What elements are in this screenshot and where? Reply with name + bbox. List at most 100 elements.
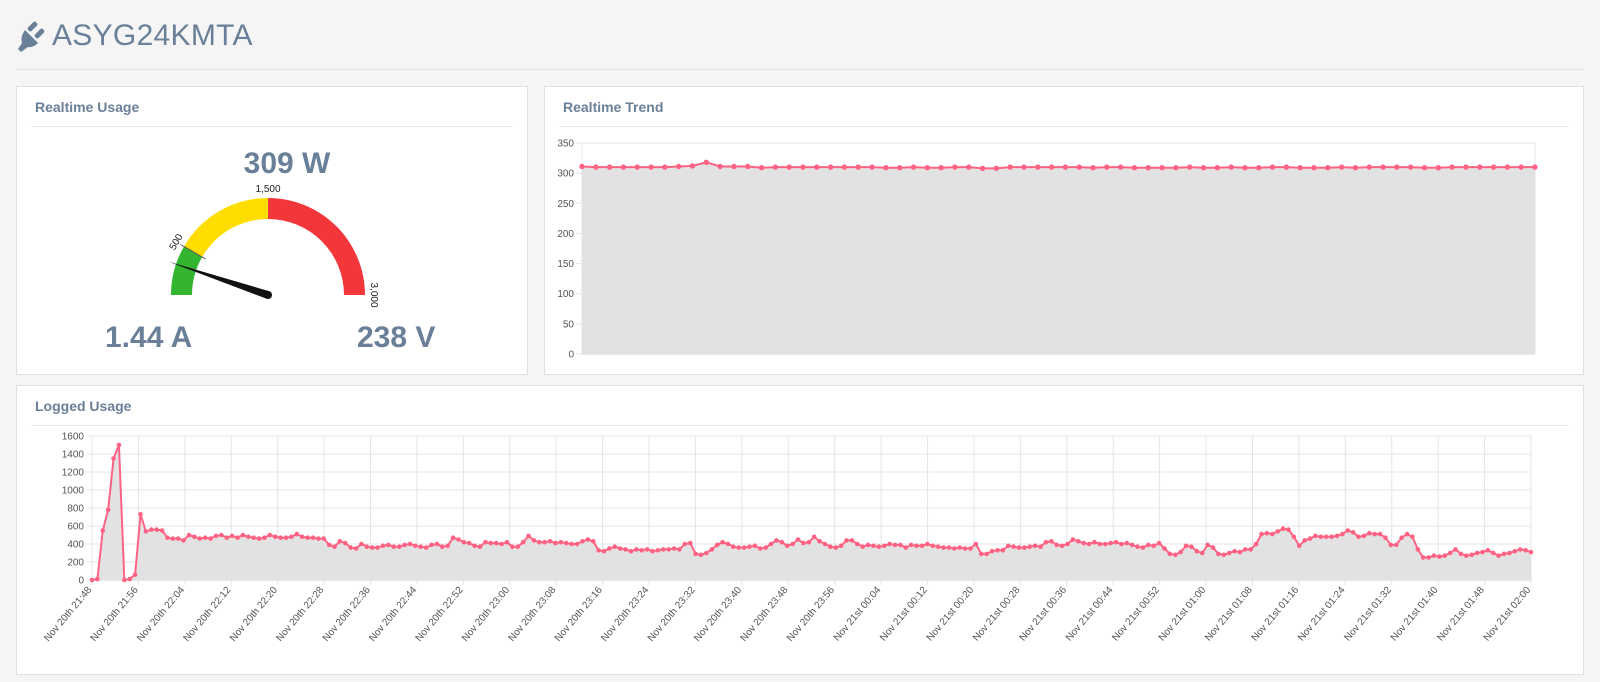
data-point (278, 535, 283, 540)
data-point (1035, 164, 1041, 170)
data-point (731, 163, 737, 170)
data-point (256, 536, 262, 541)
data-point (952, 164, 958, 170)
data-point (1022, 545, 1027, 550)
x-tick-label: Nov 20th 21:56 (89, 585, 141, 644)
data-point (574, 541, 580, 547)
data-point (1394, 164, 1400, 170)
data-point (995, 548, 1000, 553)
data-point (747, 544, 752, 549)
data-point (1146, 542, 1151, 548)
realtime-trend-panel: Realtime Trend 350 300 250 200 150 100 50 0 (544, 86, 1584, 375)
power-readout: 309 W (243, 147, 331, 180)
data-point (369, 545, 375, 550)
data-point (1523, 548, 1528, 553)
realtime-trend-chart: 350 300 250 200 150 100 50 0 (557, 139, 1538, 361)
data-point (966, 164, 972, 170)
data-point (1102, 541, 1108, 547)
data-point (579, 163, 585, 170)
data-point (725, 541, 731, 547)
data-point (1076, 164, 1082, 170)
data-point (779, 539, 785, 545)
data-point (617, 546, 623, 551)
x-tick-label: Nov 20th 23:00 (460, 585, 512, 644)
data-point (1380, 164, 1386, 170)
x-tick-label: Nov 21st 00:20 (925, 585, 977, 644)
series-area (582, 162, 1535, 354)
data-point (703, 159, 710, 165)
x-tick-label: Nov 21st 01:00 (1157, 585, 1209, 644)
data-point (262, 535, 267, 540)
data-point (1221, 552, 1227, 558)
data-point (601, 548, 607, 554)
data-point (763, 545, 768, 550)
data-point (1485, 548, 1491, 553)
data-point (650, 548, 655, 554)
x-tick-label: Nov 20th 23:56 (785, 585, 837, 644)
data-point (1162, 546, 1167, 551)
x-tick-label: Nov 20th 23:16 (553, 585, 605, 644)
data-point (827, 164, 834, 170)
data-point (159, 528, 165, 533)
series-points (579, 159, 1538, 172)
data-point (245, 534, 251, 540)
data-point (1415, 547, 1421, 552)
data-point (1437, 554, 1442, 559)
data-point (553, 540, 558, 546)
data-point (1393, 542, 1399, 548)
data-point (289, 534, 294, 540)
data-point (165, 535, 170, 540)
data-point (662, 164, 668, 170)
data-point (979, 165, 986, 172)
data-point (1237, 549, 1243, 555)
data-point (1027, 544, 1033, 549)
data-point (634, 164, 640, 170)
y-tick-label: 1600 (62, 432, 85, 443)
y-tick-label: 0 (568, 350, 574, 361)
data-point (1334, 533, 1340, 539)
x-tick-label: Nov 20th 22:44 (367, 585, 419, 644)
data-point (1338, 164, 1345, 170)
data-point (520, 539, 526, 545)
data-point (1172, 552, 1178, 558)
data-point (887, 541, 892, 547)
data-point (1507, 550, 1512, 556)
data-point (1048, 164, 1055, 170)
data-point (590, 539, 596, 544)
data-point (1275, 529, 1280, 534)
panel-title: Realtime Trend (563, 99, 664, 115)
data-point (1361, 533, 1367, 539)
x-tick-label: Nov 21st 00:44 (1064, 585, 1116, 644)
data-point (1092, 539, 1097, 545)
y-tick-label: 250 (557, 199, 574, 210)
data-point (1431, 553, 1437, 558)
data-point (105, 507, 111, 513)
data-point (736, 545, 742, 550)
data-point (1512, 548, 1518, 554)
data-point (811, 534, 817, 540)
data-point (1283, 164, 1290, 170)
data-point (952, 546, 957, 551)
data-point (898, 542, 903, 548)
data-point (359, 541, 364, 547)
data-point (790, 541, 795, 547)
data-point (413, 543, 418, 549)
data-point (876, 544, 882, 549)
data-point (1458, 551, 1464, 557)
data-point (122, 577, 127, 583)
divider (31, 425, 1569, 426)
current-readout: 1.44 A (105, 321, 193, 354)
data-point (111, 456, 116, 461)
logged-usage-panel: Logged Usage 1600 1400 1200 1000 800 600 400 20… (16, 385, 1584, 675)
data-point (343, 540, 348, 546)
data-point (1399, 535, 1404, 540)
data-point (596, 548, 601, 553)
data-point (841, 164, 848, 170)
data-point (860, 544, 866, 549)
x-tick-label: Nov 20th 22:28 (274, 585, 326, 644)
data-point (531, 538, 537, 543)
data-point (941, 545, 946, 550)
data-point (869, 164, 875, 170)
data-point (910, 164, 917, 170)
data-point (989, 548, 995, 554)
